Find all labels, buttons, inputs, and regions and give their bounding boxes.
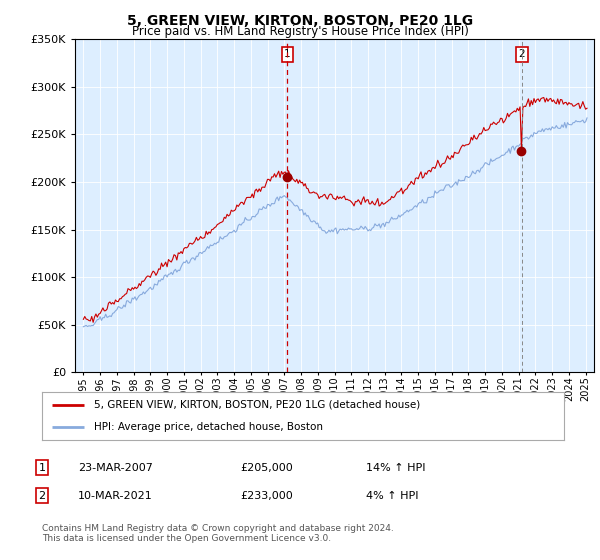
Text: 2: 2 bbox=[518, 49, 525, 59]
Text: 4% ↑ HPI: 4% ↑ HPI bbox=[366, 491, 419, 501]
Text: Contains HM Land Registry data © Crown copyright and database right 2024.
This d: Contains HM Land Registry data © Crown c… bbox=[42, 524, 394, 543]
Text: £233,000: £233,000 bbox=[240, 491, 293, 501]
Text: HPI: Average price, detached house, Boston: HPI: Average price, detached house, Bost… bbox=[94, 422, 323, 432]
Text: 5, GREEN VIEW, KIRTON, BOSTON, PE20 1LG: 5, GREEN VIEW, KIRTON, BOSTON, PE20 1LG bbox=[127, 14, 473, 28]
Text: 1: 1 bbox=[38, 463, 46, 473]
Text: 2: 2 bbox=[38, 491, 46, 501]
Text: 5, GREEN VIEW, KIRTON, BOSTON, PE20 1LG (detached house): 5, GREEN VIEW, KIRTON, BOSTON, PE20 1LG … bbox=[94, 400, 421, 410]
Text: 23-MAR-2007: 23-MAR-2007 bbox=[78, 463, 153, 473]
Text: 14% ↑ HPI: 14% ↑ HPI bbox=[366, 463, 425, 473]
Text: £205,000: £205,000 bbox=[240, 463, 293, 473]
Text: Price paid vs. HM Land Registry's House Price Index (HPI): Price paid vs. HM Land Registry's House … bbox=[131, 25, 469, 38]
Text: 10-MAR-2021: 10-MAR-2021 bbox=[78, 491, 153, 501]
Text: 1: 1 bbox=[284, 49, 291, 59]
